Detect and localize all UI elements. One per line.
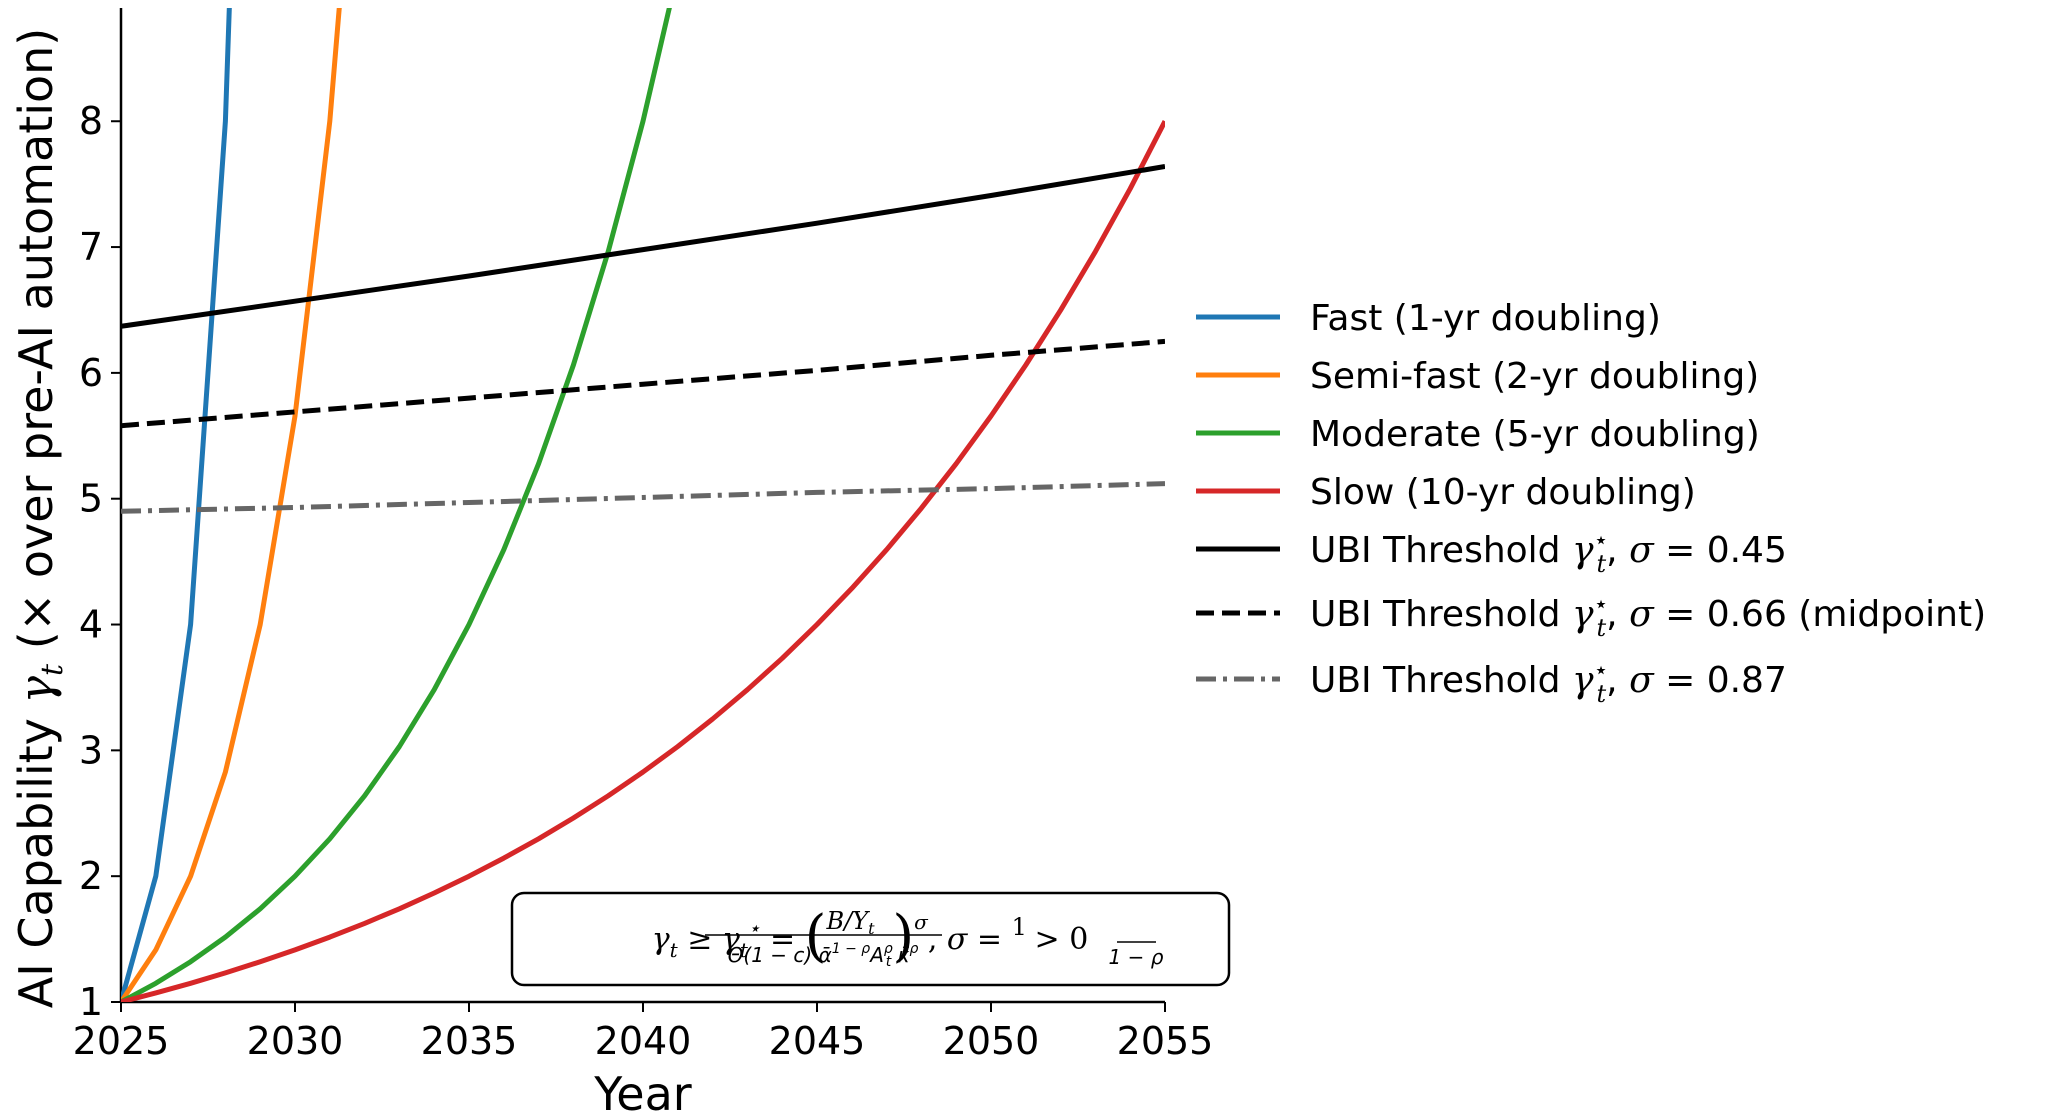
legend-label-5: UBI Threshold γ⋆ t, σ = 0.45	[1310, 526, 1787, 578]
legend-label-7: UBI Threshold γ⋆ t, σ = 0.87	[1310, 656, 1787, 708]
formula-annotation: γt ≥ γt⋆ = (B/Yt )σ, σ = 1 > 0 Θ(1 − c) …	[510, 891, 1231, 987]
x-tick-label: 2055	[1117, 1019, 1214, 1063]
x-tick-label: 2035	[421, 1019, 518, 1063]
x-tick-label: 2030	[247, 1019, 344, 1063]
legend-label-2: Semi-fast (2-yr doubling)	[1310, 356, 1759, 397]
y-tick-label: 8	[79, 99, 103, 143]
legend-label-6: UBI Threshold γ⋆ t, σ = 0.66 (midpoint)	[1310, 590, 1986, 642]
legend-label-1: Fast (1-yr doubling)	[1310, 298, 1661, 339]
y-tick-label: 6	[79, 351, 103, 395]
series-line-2	[121, 8, 342, 1002]
formula-text: γt ≥ γt⋆ = (B/Yt )σ, σ = 1 > 0	[652, 904, 1089, 969]
y-tick-label: 2	[79, 854, 103, 898]
y-tick-label: 7	[79, 225, 103, 269]
series-line-6	[121, 338, 1165, 429]
y-tick-label: 4	[79, 603, 103, 647]
x-tick-label: 2025	[73, 1019, 170, 1063]
x-ticks: 2025 2030 2035 2040 2045 2050 2055	[73, 1002, 1214, 1063]
y-ticks: 1 2 3 4 5 6 7 8	[79, 99, 121, 1024]
legend-label-4: Slow (10-yr doubling)	[1310, 472, 1696, 513]
formula-box	[510, 891, 1231, 987]
x-tick-label: 2040	[595, 1019, 692, 1063]
y-axis-title: AI Capability γt (× over pre-AI automati…	[9, 28, 70, 1009]
y-tick-label: 5	[79, 477, 103, 521]
series-line-5	[121, 164, 1165, 329]
legend-label-3: Moderate (5-yr doubling)	[1310, 414, 1760, 455]
series-line-7	[121, 481, 1165, 514]
formula-denominator: Θ(1 − c) ᾱ1 − ρAρ t κ̄ρ	[728, 941, 919, 970]
series-line-4	[121, 120, 1165, 1002]
x-tick-label: 2050	[943, 1019, 1040, 1063]
formula-sigma-denominator: 1 − ρ	[1109, 945, 1164, 969]
x-tick-label: 2045	[769, 1019, 866, 1063]
y-tick-label: 1	[79, 980, 103, 1024]
x-axis-title: Year	[593, 1067, 691, 1117]
legend: Fast (1-yr doubling) Semi-fast (2-yr doub…	[1196, 298, 1986, 708]
series-line-3	[121, 8, 672, 1002]
y-tick-label: 3	[79, 728, 103, 772]
series-lines	[121, 8, 1165, 1002]
series-line-1	[121, 8, 232, 1002]
